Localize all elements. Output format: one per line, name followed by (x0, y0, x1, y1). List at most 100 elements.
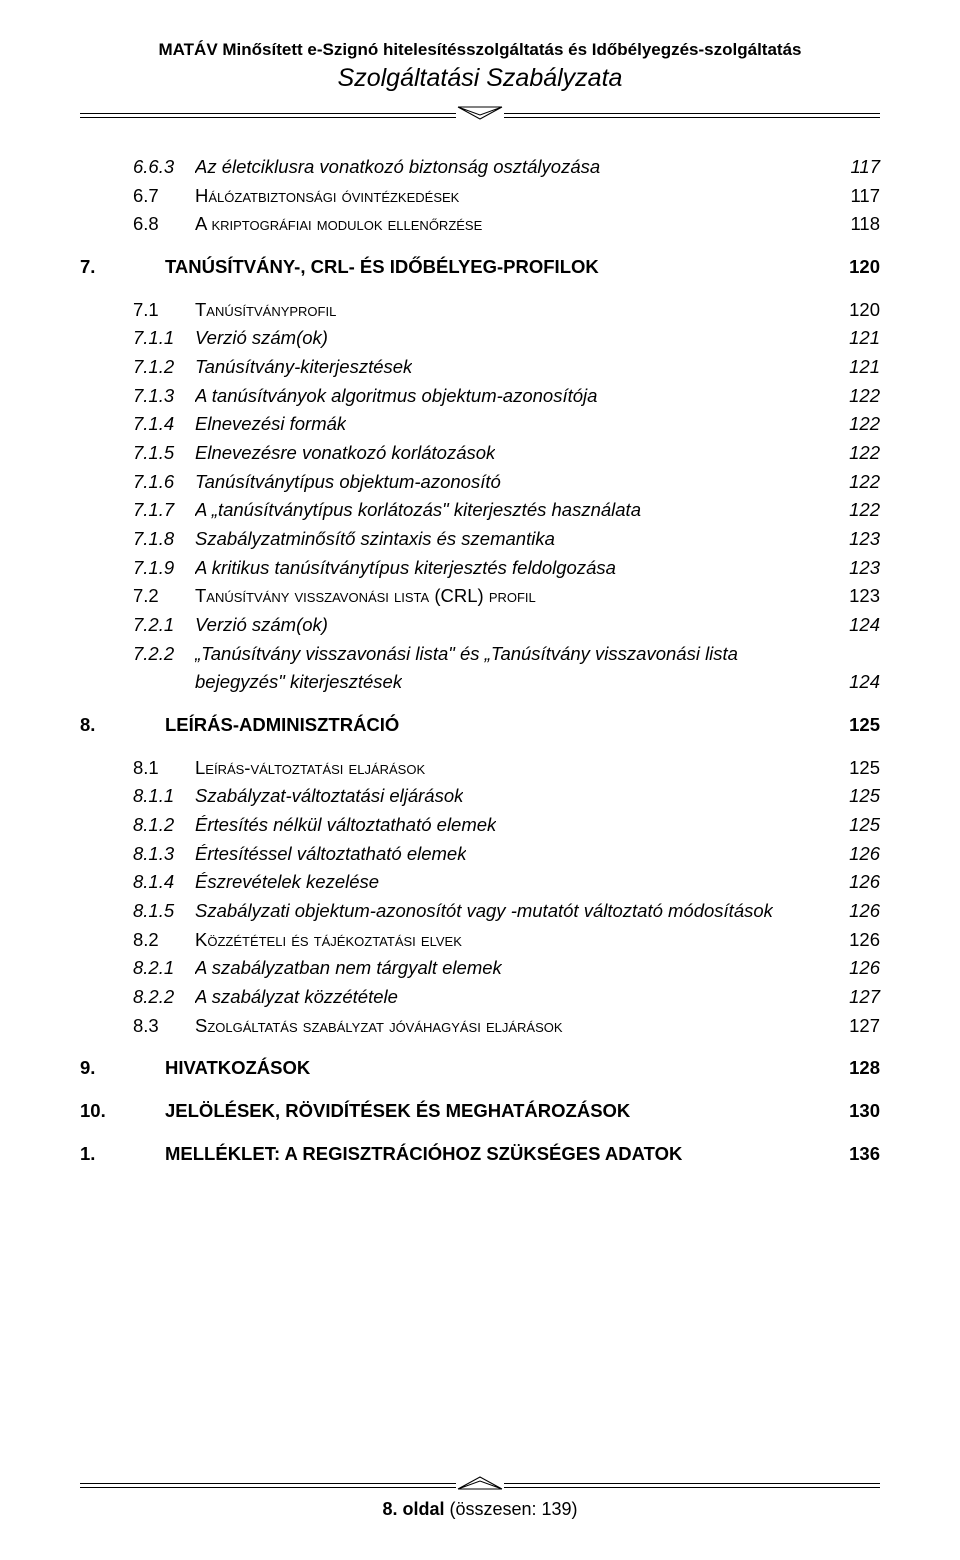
toc-entry: 6.7Hálózatbiztonsági óvintézkedések117 (80, 182, 880, 211)
toc-entry-title: Verzió szám(ok) (195, 324, 328, 353)
toc-entry-number: 8.1 (133, 754, 195, 783)
toc-entry-title: Tanúsítvány visszavonási lista (CRL) pro… (195, 582, 536, 611)
toc-entry-number: 7.2.2 (133, 640, 195, 669)
toc-entry-number: 7.1.2 (133, 353, 195, 382)
toc-entry-number: 8.1.2 (133, 811, 195, 840)
toc-entry-title: JELÖLÉSEK, RÖVIDÍTÉSEK ÉS MEGHATÁROZÁSOK (165, 1097, 630, 1126)
toc-entry-number: 8.1.5 (133, 897, 195, 926)
toc-entry-title: A tanúsítványok algoritmus objektum-azon… (195, 382, 597, 411)
toc-entry-page: 127 (849, 1012, 880, 1041)
toc-entry-page: 125 (849, 782, 880, 811)
toc-entry-number: 6.6.3 (133, 153, 195, 182)
toc-entry-page: 130 (849, 1097, 880, 1126)
header-title-line2: Szolgáltatási Szabályzata (80, 64, 880, 93)
toc-entry-number: 7.1.7 (133, 496, 195, 525)
toc-entry: 8.LEÍRÁS-ADMINISZTRÁCIÓ125 (80, 711, 880, 740)
toc-entry-number: 8.3 (133, 1012, 195, 1041)
toc-entry-number: 7.1.4 (133, 410, 195, 439)
table-of-contents: 6.6.3Az életciklusra vonatkozó biztonság… (80, 153, 880, 1169)
toc-entry-number: 7.1.6 (133, 468, 195, 497)
toc-entry: 7.2.2„Tanúsítvány visszavonási lista" és… (80, 640, 880, 669)
divider-ornament-icon (456, 105, 504, 121)
toc-entry-title: Verzió szám(ok) (195, 611, 328, 640)
toc-entry-title: Szabályzatminősítő szintaxis és szemanti… (195, 525, 555, 554)
toc-entry-page: 117 (851, 153, 881, 182)
toc-entry-page: 117 (851, 182, 881, 211)
toc-entry-title: Észrevételek kezelése (195, 868, 379, 897)
toc-entry-page: 122 (849, 410, 880, 439)
toc-entry: 8.2.2A szabályzat közzététele127 (80, 983, 880, 1012)
toc-entry-number (133, 668, 195, 697)
toc-entry-page: 126 (849, 840, 880, 869)
toc-entry-title: Szabályzat-változtatási eljárások (195, 782, 463, 811)
toc-entry-page: 125 (849, 711, 880, 740)
toc-entry-page: 125 (849, 811, 880, 840)
header-divider (80, 103, 880, 123)
toc-entry-number: 7.2 (133, 582, 195, 611)
page-number-current: 8. oldal (382, 1499, 444, 1519)
toc-entry-title: Az életciklusra vonatkozó biztonság oszt… (195, 153, 600, 182)
toc-entry-title: Hálózatbiztonsági óvintézkedések (195, 182, 459, 211)
toc-entry-title: Értesítés nélkül változtatható elemek (195, 811, 496, 840)
toc-entry-page: 122 (849, 439, 880, 468)
toc-entry-number: 8.1.1 (133, 782, 195, 811)
toc-entry-page: 122 (849, 496, 880, 525)
toc-entry-number: 8.1.4 (133, 868, 195, 897)
toc-entry-title: TANÚSÍTVÁNY-, CRL- ÉS IDŐBÉLYEG-PROFILOK (165, 253, 599, 282)
document-footer: 8. oldal (összesen: 139) (80, 1473, 880, 1520)
toc-entry: 8.1.5Szabályzati objektum-azonosítót vag… (80, 897, 880, 926)
toc-entry-number: 7.1.8 (133, 525, 195, 554)
toc-entry: 6.8A kriptográfiai modulok ellenőrzése11… (80, 210, 880, 239)
toc-entry: 7.1.5Elnevezésre vonatkozó korlátozások1… (80, 439, 880, 468)
toc-entry: 8.1.4Észrevételek kezelése 126 (80, 868, 880, 897)
toc-entry-page: 123 (849, 554, 880, 583)
toc-entry-page: 123 (849, 582, 880, 611)
toc-entry: 7.2.1Verzió szám(ok) 124 (80, 611, 880, 640)
toc-entry: 9.HIVATKOZÁSOK128 (80, 1054, 880, 1083)
toc-entry-number: 7.2.1 (133, 611, 195, 640)
toc-entry-number: 6.8 (133, 210, 195, 239)
page-number-total: (összesen: 139) (444, 1499, 577, 1519)
toc-entry-page: 125 (849, 754, 880, 783)
toc-entry: 7.1.6Tanúsítványtípus objektum-azonosító… (80, 468, 880, 497)
toc-entry-page: 126 (849, 954, 880, 983)
toc-entry-title: Tanúsítványtípus objektum-azonosító (195, 468, 501, 497)
toc-entry: 6.6.3Az életciklusra vonatkozó biztonság… (80, 153, 880, 182)
toc-entry-number: 8.2.2 (133, 983, 195, 1012)
document-header: MATÁV Minősített e-Szignó hitelesítésszo… (80, 40, 880, 93)
toc-entry-title: A szabályzatban nem tárgyalt elemek (195, 954, 502, 983)
toc-entry: 7.1Tanúsítványprofil 120 (80, 296, 880, 325)
toc-entry-page: 122 (849, 468, 880, 497)
toc-entry: 7.2Tanúsítvány visszavonási lista (CRL) … (80, 582, 880, 611)
toc-entry: 7.1.9A kritikus tanúsítványtípus kiterje… (80, 554, 880, 583)
toc-entry-page: 124 (849, 668, 880, 697)
toc-entry-number: 8. (80, 711, 165, 740)
toc-entry: 1.MELLÉKLET: A REGISZTRÁCIÓHOZ SZÜKSÉGES… (80, 1140, 880, 1169)
toc-entry: 7.1.2Tanúsítvány-kiterjesztések121 (80, 353, 880, 382)
toc-entry-title: A kritikus tanúsítványtípus kiterjesztés… (195, 554, 616, 583)
toc-entry-title: Elnevezésre vonatkozó korlátozások (195, 439, 495, 468)
toc-entry-page: 126 (849, 868, 880, 897)
toc-entry-title: Értesítéssel változtatható elemek (195, 840, 466, 869)
toc-entry-page: 120 (849, 296, 880, 325)
toc-entry: 7.1.7A „tanúsítványtípus korlátozás" kit… (80, 496, 880, 525)
toc-entry: 7.TANÚSÍTVÁNY-, CRL- ÉS IDŐBÉLYEG-PROFIL… (80, 253, 880, 282)
toc-entry-title: Tanúsítványprofil (195, 296, 336, 325)
toc-entry: 8.2.1A szabályzatban nem tárgyalt elemek… (80, 954, 880, 983)
toc-entry-page: 124 (849, 611, 880, 640)
toc-entry-title: Tanúsítvány-kiterjesztések (195, 353, 412, 382)
toc-entry-title: Közzétételi és tájékoztatási elvek (195, 926, 462, 955)
header-title-line1: MATÁV Minősített e-Szignó hitelesítésszo… (80, 40, 880, 60)
toc-entry-title: MELLÉKLET: A REGISZTRÁCIÓHOZ SZÜKSÉGES A… (165, 1140, 682, 1169)
toc-entry: 8.3Szolgáltatás szabályzat jóváhagyási e… (80, 1012, 880, 1041)
toc-entry: 7.1.3A tanúsítványok algoritmus objektum… (80, 382, 880, 411)
toc-entry-title: bejegyzés" kiterjesztések (195, 668, 402, 697)
toc-entry-number: 8.2.1 (133, 954, 195, 983)
toc-entry-page: 127 (849, 983, 880, 1012)
toc-entry-title: A „tanúsítványtípus korlátozás" kiterjes… (195, 496, 641, 525)
toc-entry-title: Elnevezési formák (195, 410, 346, 439)
toc-entry-number: 8.2 (133, 926, 195, 955)
toc-entry-number: 7.1 (133, 296, 195, 325)
toc-entry: 7.1.8Szabályzatminősítő szintaxis és sze… (80, 525, 880, 554)
toc-entry-page: 136 (849, 1140, 880, 1169)
